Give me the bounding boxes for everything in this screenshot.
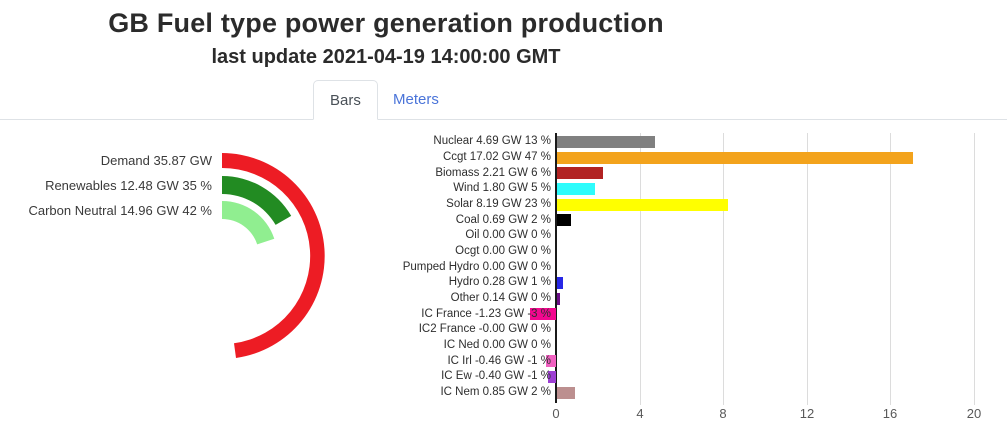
x-tick-label-8: 8	[719, 406, 727, 421]
bar-label-ic-nem: IC Nem 0.85 GW 2 %	[440, 386, 551, 399]
bar-label-biomass: Biomass 2.21 GW 6 %	[435, 166, 551, 179]
gauge-label-demand: Demand 35.87 GW	[100, 153, 212, 168]
bar-segment-nuclear	[557, 135, 655, 148]
bar-label-ocgt: Ocgt 0.00 GW 0 %	[455, 245, 551, 258]
gridline-20gw	[974, 133, 975, 405]
gauge-arc-demand	[222, 153, 325, 358]
gridline-12gw	[807, 133, 808, 405]
x-tick-label-12: 12	[799, 406, 815, 421]
bar-segment-ic-france	[530, 308, 556, 321]
bar-label-other: Other 0.14 GW 0 %	[450, 292, 551, 305]
bar-segment-biomass	[557, 167, 604, 180]
bar-label-hydro: Hydro 0.28 GW 1 %	[448, 276, 551, 289]
bar-label-nuclear: Nuclear 4.69 GW 13 %	[433, 135, 551, 148]
gridline-8gw	[723, 133, 724, 405]
bar-label-wind: Wind 1.80 GW 5 %	[453, 182, 551, 195]
tab-bars[interactable]: Bars	[313, 80, 378, 120]
bar-label-coal: Coal 0.69 GW 2 %	[455, 213, 551, 226]
bar-segment-hydro	[557, 276, 563, 289]
bar-segment-ic-irl	[546, 355, 556, 368]
bar-segment-ic-ew	[547, 370, 557, 383]
bar-segment-ccgt	[557, 151, 913, 164]
bar-label-oil: Oil 0.00 GW 0 %	[465, 229, 551, 242]
bar-segment-coal	[557, 214, 572, 227]
bar-segment-other	[557, 292, 560, 305]
bar-segment-ic-nem	[557, 386, 575, 399]
bar-label-pumped-hydro: Pumped Hydro 0.00 GW 0 %	[402, 260, 551, 273]
gauge-label-renewables: Renewables 12.48 GW 35 %	[45, 178, 212, 193]
gridline-16gw	[890, 133, 891, 405]
gauge-label-carbon-neutral: Carbon Neutral 14.96 GW 42 %	[28, 203, 212, 218]
x-tick-label-20: 20	[966, 406, 982, 421]
bar-segment-wind	[557, 182, 595, 195]
tab-bar-divider	[0, 119, 1007, 120]
gridline-4gw	[640, 133, 641, 405]
bar-label-solar: Solar 8.19 GW 23 %	[446, 198, 551, 210]
x-tick-label-4: 4	[636, 406, 644, 421]
bar-label-ic-irl: IC Irl -0.46 GW -1 %	[447, 354, 551, 367]
gauge-arc-renewables	[222, 176, 292, 225]
last-update-subtitle: last update 2021-04-19 14:00:00 GMT	[211, 46, 561, 68]
bar-segment-solar	[557, 198, 729, 211]
tab-meters[interactable]: Meters	[393, 91, 439, 108]
bar-label-ic-ew: IC Ew -0.40 GW -1 %	[441, 370, 551, 383]
bar-label-ccgt: Ccgt 17.02 GW 47 %	[442, 151, 551, 163]
page-title: GB Fuel type power generation production	[108, 8, 664, 38]
bar-label-ic-france: IC France -1.23 GW -3 %	[421, 307, 551, 320]
header: GB Fuel type power generation production…	[0, 0, 772, 69]
gauge-chart	[222, 153, 325, 358]
bar-chart-zero-axis	[555, 133, 557, 403]
x-tick-label-0: 0	[552, 406, 560, 421]
x-tick-label-16: 16	[882, 406, 898, 421]
bar-label-ic2-france: IC2 France -0.00 GW 0 %	[418, 323, 551, 336]
gauge-arc-carbon-neutral	[222, 200, 275, 245]
bar-label-ic-ned: IC Ned 0.00 GW 0 %	[443, 339, 551, 352]
